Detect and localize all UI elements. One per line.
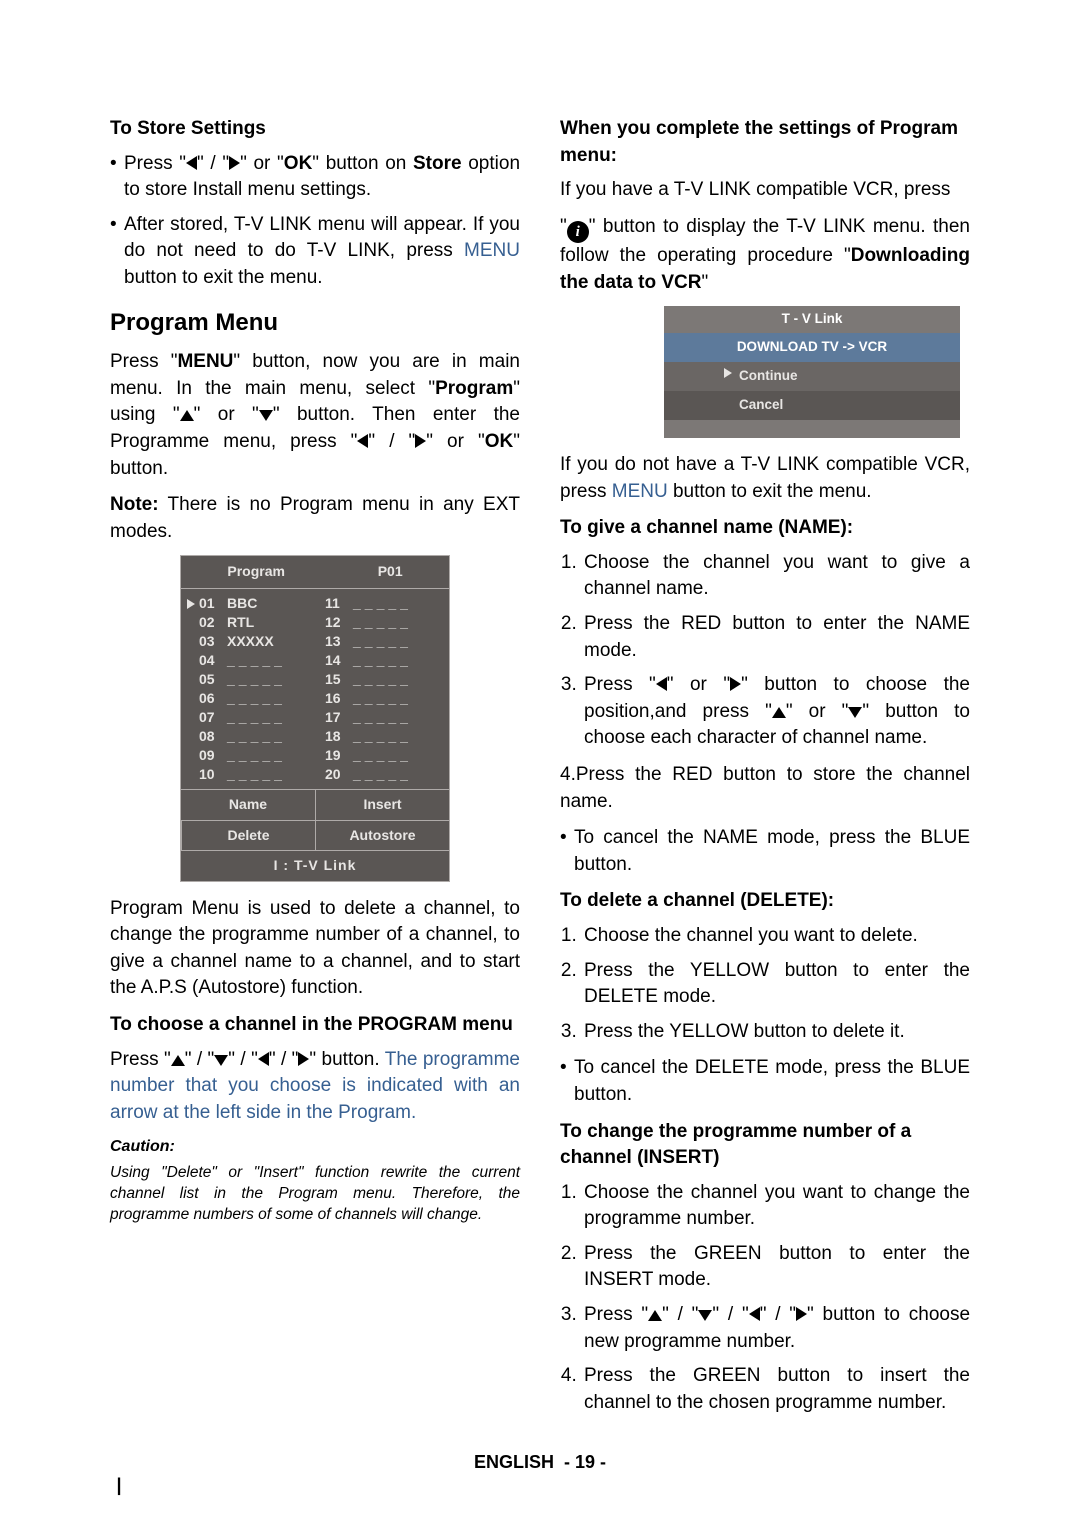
osd-channel-row: 02RTL xyxy=(189,614,315,633)
tvlink-continue: Continue xyxy=(664,362,960,391)
osd-channel-row: 07_____ xyxy=(189,709,315,728)
caution-head: Caution: xyxy=(110,1136,520,1158)
name-step-4: 4.Press the RED button to store the chan… xyxy=(560,762,970,815)
program-menu-desc: Program Menu is used to delete a channel… xyxy=(110,896,520,1002)
right-arrow-icon xyxy=(229,156,240,170)
osd-channel-row: 03XXXXX xyxy=(189,633,315,652)
insert-step-1: Choose the channel you want to change th… xyxy=(582,1180,970,1233)
tvlink-title: T - V Link xyxy=(664,306,960,333)
info-button-text: "i" button to display the T-V LINK menu.… xyxy=(560,214,970,297)
name-head: To give a channel name (NAME): xyxy=(560,515,970,542)
name-step-2: Press the RED button to enter the NAME m… xyxy=(582,611,970,664)
down-arrow-icon xyxy=(848,707,862,718)
osd-channel-row: 20_____ xyxy=(315,766,441,785)
left-arrow-icon xyxy=(186,156,197,170)
no-vcr-text: If you do not have a T-V LINK compatible… xyxy=(560,452,970,505)
osd-channel-row: 04_____ xyxy=(189,652,315,671)
name-cancel: To cancel the NAME mode, press the BLUE … xyxy=(560,825,970,878)
info-icon: i xyxy=(567,221,589,243)
osd-foot: I : T-V Link xyxy=(181,850,449,881)
program-osd: Program P01 01BBC02RTL03XXXXX04_____05__… xyxy=(180,555,450,881)
osd-channel-row: 14_____ xyxy=(315,652,441,671)
osd-channel-row: 12_____ xyxy=(315,614,441,633)
left-arrow-icon xyxy=(656,677,667,691)
delete-cancel: To cancel the DELETE mode, press the BLU… xyxy=(560,1055,970,1108)
program-menu-intro: Press "MENU" button, now you are in main… xyxy=(110,349,520,482)
osd-channel-row: 19_____ xyxy=(315,747,441,766)
right-arrow-icon xyxy=(298,1052,309,1066)
delete-step-2: Press the YELLOW button to enter the DEL… xyxy=(582,958,970,1011)
insert-step-3: Press "" / "" / "" / "" button to choose… xyxy=(582,1302,970,1355)
osd-channel-row: 08_____ xyxy=(189,728,315,747)
tvlink-osd: T - V Link DOWNLOAD TV -> VCR Continue C… xyxy=(664,306,960,438)
page-footer: | ENGLISH - 19 - xyxy=(0,1452,1080,1473)
up-arrow-icon xyxy=(171,1055,185,1066)
caution-text: Using "Delete" or "Insert" function rewr… xyxy=(110,1163,520,1226)
osd-channel-row: 09_____ xyxy=(189,747,315,766)
bullet-after-stored: After stored, T-V LINK menu will appear.… xyxy=(110,212,520,292)
program-menu-note: Note: There is no Program menu in any EX… xyxy=(110,492,520,545)
osd-name-btn: Name xyxy=(181,789,315,820)
bullet-store-press: Press "" / "" or "OK" button on Store op… xyxy=(110,151,520,204)
left-arrow-icon xyxy=(749,1307,760,1321)
insert-step-2: Press the GREEN button to enter the INSE… xyxy=(582,1241,970,1294)
osd-autostore-btn: Autostore xyxy=(315,820,449,851)
osd-channel-row: 11_____ xyxy=(315,595,441,614)
osd-current: P01 xyxy=(378,562,403,582)
tvlink-cancel: Cancel xyxy=(664,391,960,420)
tvlink-blank xyxy=(664,420,960,438)
down-arrow-icon xyxy=(698,1310,712,1321)
insert-step-4: Press the GREEN button to insert the cha… xyxy=(582,1363,970,1416)
delete-head: To delete a channel (DELETE): xyxy=(560,888,970,915)
osd-insert-btn: Insert xyxy=(315,789,449,820)
osd-channel-row: 05_____ xyxy=(189,671,315,690)
name-step-3: Press "" or "" button to choose the posi… xyxy=(582,672,970,752)
up-arrow-icon xyxy=(180,410,194,421)
left-arrow-icon xyxy=(258,1052,269,1066)
osd-channel-row: 18_____ xyxy=(315,728,441,747)
right-arrow-icon xyxy=(415,434,426,448)
right-column: When you complete the settings of Progra… xyxy=(560,110,970,1426)
delete-step-3: Press the YELLOW button to delete it. xyxy=(582,1019,970,1046)
osd-title: Program xyxy=(227,562,285,582)
osd-channel-row: 10_____ xyxy=(189,766,315,785)
right-arrow-icon xyxy=(730,677,741,691)
store-settings-head: To Store Settings xyxy=(110,116,520,143)
osd-channel-row: 01BBC xyxy=(189,595,315,614)
delete-step-1: Choose the channel you want to delete. xyxy=(582,923,970,950)
complete-settings-head: When you complete the settings of Progra… xyxy=(560,116,970,169)
choose-channel-head: To choose a channel in the PROGRAM menu xyxy=(110,1012,520,1039)
osd-channel-row: 13_____ xyxy=(315,633,441,652)
right-arrow-icon xyxy=(796,1307,807,1321)
down-arrow-icon xyxy=(259,410,273,421)
osd-channel-row: 15_____ xyxy=(315,671,441,690)
choose-channel-text: Press "" / "" / "" / "" button. The prog… xyxy=(110,1047,520,1127)
tvlink-subtitle: DOWNLOAD TV -> VCR xyxy=(664,333,960,362)
up-arrow-icon xyxy=(772,707,786,718)
osd-channel-row: 16_____ xyxy=(315,690,441,709)
vcr-compat-text: If you have a T-V LINK compatible VCR, p… xyxy=(560,177,970,204)
down-arrow-icon xyxy=(214,1055,228,1066)
program-menu-heading: Program Menu xyxy=(110,306,520,340)
osd-delete-btn: Delete xyxy=(181,820,315,851)
name-step-1: Choose the channel you want to give a ch… xyxy=(582,550,970,603)
osd-channel-row: 06_____ xyxy=(189,690,315,709)
left-column: To Store Settings Press "" / "" or "OK" … xyxy=(110,110,520,1426)
osd-channel-row: 17_____ xyxy=(315,709,441,728)
up-arrow-icon xyxy=(648,1310,662,1321)
insert-head: To change the programme number of a chan… xyxy=(560,1119,970,1172)
left-arrow-icon xyxy=(357,434,368,448)
